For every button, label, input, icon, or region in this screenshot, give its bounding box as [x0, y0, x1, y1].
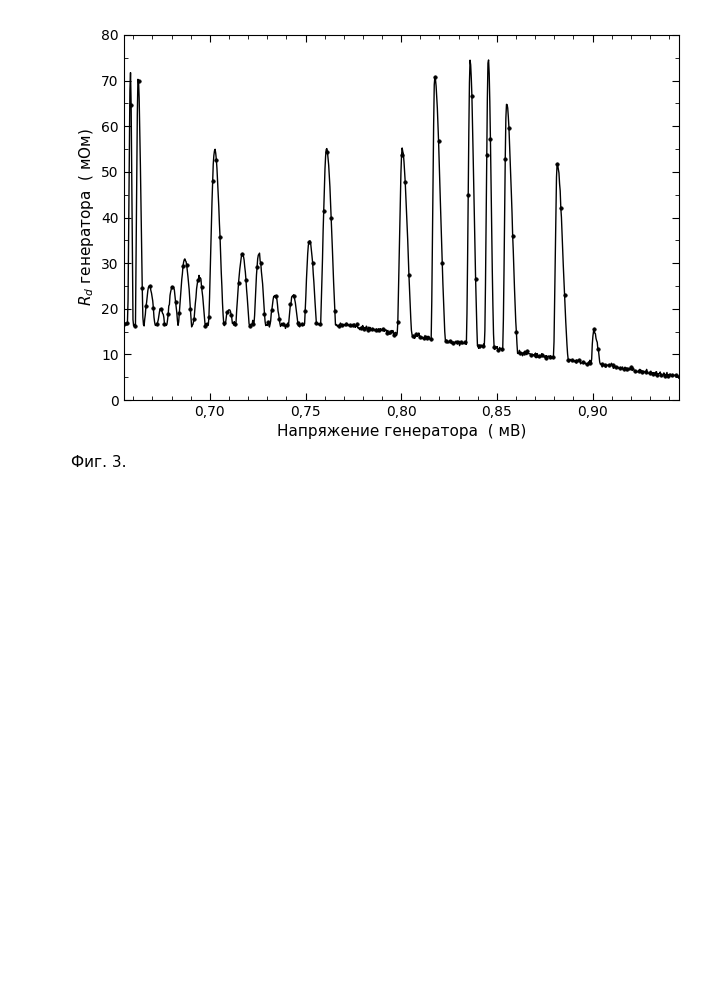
X-axis label: Напряжение генератора  ( мВ): Напряжение генератора ( мВ) — [276, 424, 526, 439]
Text: Фиг. 3.: Фиг. 3. — [71, 455, 127, 470]
Y-axis label: $R_d$ генератора  ( мОм): $R_d$ генератора ( мОм) — [76, 129, 95, 306]
